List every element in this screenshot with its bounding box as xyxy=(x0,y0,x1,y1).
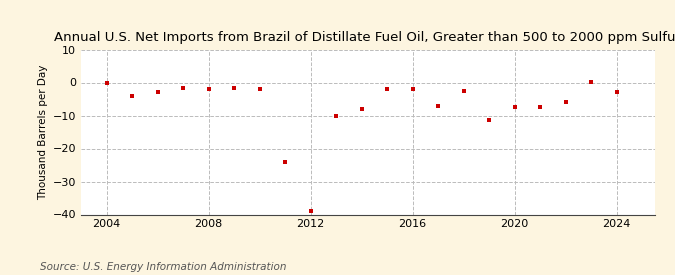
Point xyxy=(509,105,520,109)
Point xyxy=(407,87,418,91)
Point xyxy=(152,90,163,94)
Point xyxy=(279,160,290,164)
Point xyxy=(101,80,112,85)
Point xyxy=(458,89,469,93)
Text: Source: U.S. Energy Information Administration: Source: U.S. Energy Information Administ… xyxy=(40,262,287,272)
Point xyxy=(535,105,545,109)
Point xyxy=(127,94,138,98)
Point xyxy=(483,118,494,123)
Point xyxy=(203,87,214,91)
Point xyxy=(331,113,342,118)
Point xyxy=(305,209,316,213)
Point xyxy=(586,80,597,84)
Point xyxy=(611,90,622,95)
Point xyxy=(229,86,240,91)
Point xyxy=(178,86,188,91)
Point xyxy=(433,103,443,108)
Point xyxy=(560,100,571,104)
Point xyxy=(356,107,367,111)
Point xyxy=(254,87,265,91)
Y-axis label: Thousand Barrels per Day: Thousand Barrels per Day xyxy=(38,64,49,200)
Point xyxy=(381,87,392,91)
Title: Annual U.S. Net Imports from Brazil of Distillate Fuel Oil, Greater than 500 to : Annual U.S. Net Imports from Brazil of D… xyxy=(55,31,675,44)
